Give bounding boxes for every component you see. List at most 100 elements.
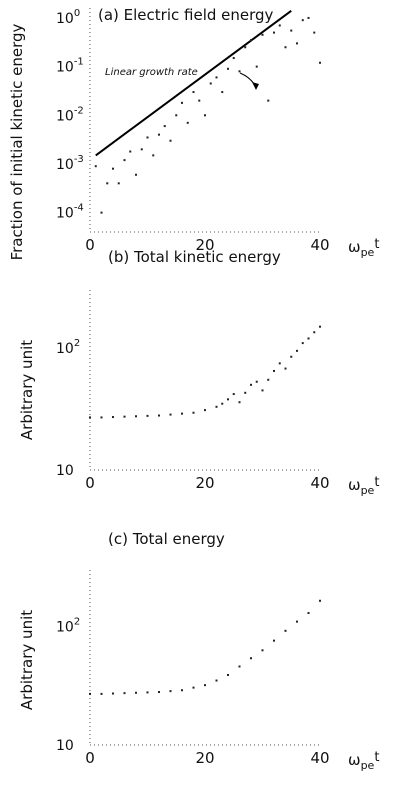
- data-point: [89, 416, 91, 419]
- data-point: [238, 401, 241, 404]
- x-axis-label: ωpet: [348, 237, 379, 259]
- x-axis-label-tail: t: [374, 237, 379, 252]
- data-point: [100, 211, 103, 214]
- panel-c: (c) Total energy Arbitrary unit 0 20 40 ωpet 1…: [18, 530, 379, 772]
- y-tick-label: 10-2: [56, 105, 84, 124]
- panel-title: (c) Total energy: [108, 530, 225, 548]
- data-point: [278, 24, 281, 27]
- data-point: [261, 649, 264, 652]
- data-point: [112, 692, 114, 695]
- panel-a: (a) Electric field energy Fraction of ini…: [8, 6, 379, 260]
- x-axis-label-omega: ω: [348, 238, 361, 256]
- y-tick-base: 10: [56, 157, 74, 173]
- y-tick-label: 10-1: [56, 57, 84, 76]
- y-tick-exp: 2: [74, 617, 80, 628]
- y-axis-label: Arbitrary unit: [18, 610, 36, 710]
- data-point: [140, 148, 143, 151]
- data-point: [112, 167, 114, 170]
- data-point: [204, 684, 206, 687]
- data-point: [117, 182, 120, 185]
- growth-rate-line: [95, 10, 292, 157]
- data-point: [290, 355, 293, 358]
- y-tick-label: 10: [56, 463, 74, 479]
- data-point: [313, 331, 316, 334]
- panel-title: (b) Total kinetic energy: [108, 248, 281, 266]
- data-point: [192, 411, 195, 414]
- data-point: [284, 46, 287, 49]
- data-point: [250, 657, 252, 660]
- data-point: [146, 691, 149, 694]
- y-tick-exp: 0: [74, 8, 80, 19]
- data-point: [284, 367, 287, 370]
- data-point: [244, 391, 247, 394]
- y-tick-label: 10-4: [56, 203, 84, 222]
- data-point: [313, 31, 316, 34]
- data-point: [129, 150, 132, 153]
- data-point: [158, 414, 160, 417]
- data-point: [215, 76, 218, 79]
- data-point: [123, 159, 126, 162]
- data-point: [278, 362, 281, 365]
- y-tick-label: 100: [56, 8, 80, 27]
- data-point: [227, 67, 229, 70]
- x-tick-label: 0: [85, 474, 95, 492]
- data-point: [307, 612, 310, 615]
- annotation-arrow: [239, 72, 257, 89]
- data-point: [192, 91, 195, 94]
- data-point: [232, 57, 235, 60]
- y-tick-label: 102: [56, 338, 80, 357]
- data-point: [163, 125, 166, 128]
- data-point: [238, 70, 241, 73]
- panel-title: (a) Electric field energy: [98, 6, 274, 24]
- annotation-label: Linear growth rate: [105, 67, 198, 78]
- y-tick-label: 10-3: [56, 154, 84, 173]
- data-point: [123, 692, 126, 695]
- data-point: [181, 412, 183, 415]
- data-point: [181, 689, 183, 692]
- y-tick-base: 10: [56, 620, 74, 636]
- data-point: [175, 114, 178, 117]
- data-point: [301, 342, 304, 345]
- y-tick-base: 10: [56, 341, 74, 357]
- data-point: [135, 691, 137, 694]
- data-point: [186, 121, 189, 124]
- data-point: [209, 82, 212, 85]
- annotation-arrowhead: [252, 82, 259, 90]
- x-tick-label: 40: [310, 749, 329, 767]
- data-point: [307, 337, 310, 340]
- data-point: [146, 136, 149, 139]
- x-axis-label-omega: ω: [348, 751, 361, 769]
- y-axis-label: Fraction of initial kinetic energy: [8, 23, 26, 260]
- data-point: [221, 402, 224, 405]
- x-tick-label: 20: [195, 236, 214, 254]
- data-point: [198, 99, 201, 102]
- data-point: [94, 165, 97, 168]
- data-point: [307, 16, 310, 19]
- data-point: [255, 65, 258, 68]
- y-tick-base: 10: [56, 463, 74, 479]
- data-point: [244, 46, 247, 49]
- data-point: [215, 679, 218, 682]
- data-point: [152, 154, 155, 157]
- data-point: [261, 389, 264, 392]
- data-point: [296, 620, 298, 623]
- data-point: [106, 182, 109, 185]
- x-axis-label-tail: t: [374, 475, 379, 490]
- x-axis-label-omega: ω: [348, 476, 361, 494]
- x-tick-label: 0: [85, 236, 95, 254]
- data-point: [319, 325, 321, 328]
- y-tick-exp: -4: [74, 203, 84, 214]
- y-axis-label: Arbitrary unit: [18, 340, 36, 440]
- x-axis-label: ωpet: [348, 475, 379, 497]
- data-point: [192, 686, 195, 689]
- y-tick-label: 10: [56, 738, 74, 754]
- data-point: [267, 99, 270, 102]
- data-point: [250, 383, 252, 386]
- x-axis-label: ωpet: [348, 750, 379, 772]
- y-tick-exp: 2: [74, 338, 80, 349]
- data-point: [204, 409, 206, 412]
- data-point: [273, 639, 275, 642]
- x-axis-label-tail: t: [374, 750, 379, 765]
- y-tick-exp: -3: [74, 154, 84, 165]
